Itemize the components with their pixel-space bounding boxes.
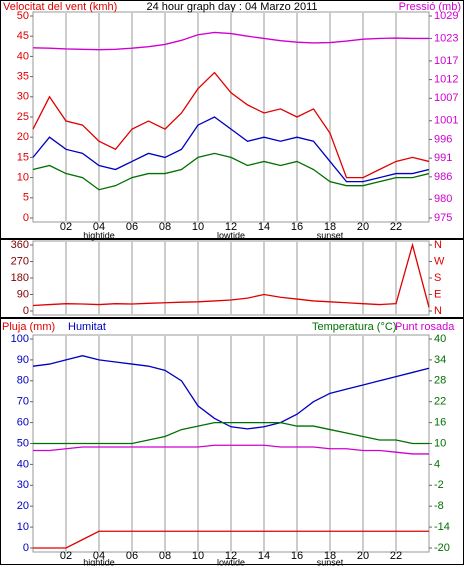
y-tick-label: 50 [17,10,29,22]
x-tick-label: 16 [291,550,303,562]
y-tick-label: 0 [23,305,29,317]
x-tick-label: 08 [159,221,171,233]
chart-title: 24 hour graph day : 04 Marzo 2011 [146,1,317,13]
y-tick-label: 60 [17,417,29,429]
y2-tick-label: 34 [434,354,446,366]
annotation: sunset [317,230,344,240]
series-line [32,71,430,179]
annotation: lowtide [217,230,245,240]
y2-tick-label: 28 [434,375,446,387]
x-tick-label: 02 [60,550,72,562]
y-tick-label: 20 [17,500,29,512]
y-tick-label: 80 [17,375,29,387]
y2-tick-label: -2 [434,479,444,491]
x-tick-label: 10 [192,550,204,562]
y-tick-label: 10 [17,521,29,533]
y-tick-label: 100 [11,333,29,345]
x-tick-label: 22 [390,550,402,562]
series-line [33,421,429,445]
y-tick-label: 50 [17,437,29,449]
y2-tick-label: 991 [434,152,452,164]
y2-tick-label: 16 [434,417,446,429]
x-tick-label: 10 [192,221,204,233]
y2-tick-label: N [434,239,442,251]
series-line [33,444,429,455]
y2-tick-label: -14 [434,521,450,533]
y2-tick-label: -8 [434,500,444,512]
x-tick-label: 14 [258,550,270,562]
x-tick-label: 16 [291,221,303,233]
y2-tick-label: 986 [434,171,452,183]
y2-tick-label: 4 [434,458,440,470]
x-tick-label: 22 [390,221,402,233]
y2-tick-label: 1023 [434,32,458,44]
x-tick-label: 14 [258,221,270,233]
legend-entry: Pluja (mm) [2,321,55,333]
y2-tick-label: W [434,255,445,267]
x-tick-label: 06 [126,221,138,233]
legend-entry: Punt rosada [395,321,455,333]
series-line [32,242,430,308]
y2-tick-label: 980 [434,193,452,205]
x-tick-label: 20 [357,550,369,562]
y2-tick-label: 1001 [434,115,458,127]
series-line [32,116,430,183]
y-tick-label: 180 [11,272,29,284]
annotation: hightide [83,230,115,240]
legend-entry: Temperatura (°C) [312,321,396,333]
x-tick-label: 12 [225,550,237,562]
x-tick-label: 20 [357,221,369,233]
y2-tick-label: S [434,272,441,284]
y-tick-label: 15 [17,151,29,163]
y2-tick-label: 22 [434,396,446,408]
y2-tick-label: 10 [434,437,446,449]
y2-tick-label: 1029 [434,10,458,22]
y-tick-label: 270 [11,255,29,267]
series-line [32,355,430,430]
y2-tick-label: 975 [434,212,452,224]
y-tick-label: 10 [17,172,29,184]
y2-axis-label: Pressió (mb) [399,1,461,13]
y2-tick-label: 1007 [434,92,458,104]
y-tick-label: 360 [11,239,29,251]
y-tick-label: 35 [17,71,29,83]
x-tick-label: 04 [93,221,105,233]
series-line [32,31,429,51]
y2-tick-label: 40 [434,333,446,345]
y2-tick-label: 1017 [434,55,458,67]
y-tick-label: 40 [17,458,29,470]
y2-tick-label: -20 [434,542,450,554]
series-line [33,530,429,549]
y-tick-label: 0 [23,212,29,224]
y-tick-label: 20 [17,131,29,143]
y2-tick-label: N [434,305,442,317]
y-tick-label: 45 [17,30,29,42]
legend-entry: Humitat [68,321,106,333]
y-tick-label: 30 [17,479,29,491]
x-tick-label: 08 [159,550,171,562]
y-tick-label: 40 [17,50,29,62]
annotation: hightide [83,557,115,566]
x-tick-label: 04 [93,550,105,562]
y2-tick-label: 996 [434,133,452,145]
x-tick-label: 18 [324,550,336,562]
x-tick-label: 12 [225,221,237,233]
y2-tick-label: 1012 [434,73,458,85]
y-axis-label: Velocitat del vent (kmh) [3,1,117,13]
annotation: lowtide [217,557,245,566]
y-tick-label: 25 [17,111,29,123]
annotation: sunset [317,557,344,566]
y2-tick-label: E [434,288,441,300]
x-tick-label: 18 [324,221,336,233]
y-tick-label: 90 [17,354,29,366]
y-tick-label: 0 [23,542,29,554]
y-tick-label: 30 [17,91,29,103]
y-tick-label: 5 [23,192,29,204]
x-tick-label: 06 [126,550,138,562]
y-tick-label: 90 [17,288,29,300]
y-tick-label: 70 [17,396,29,408]
series-line [32,152,430,191]
x-tick-label: 02 [60,221,72,233]
